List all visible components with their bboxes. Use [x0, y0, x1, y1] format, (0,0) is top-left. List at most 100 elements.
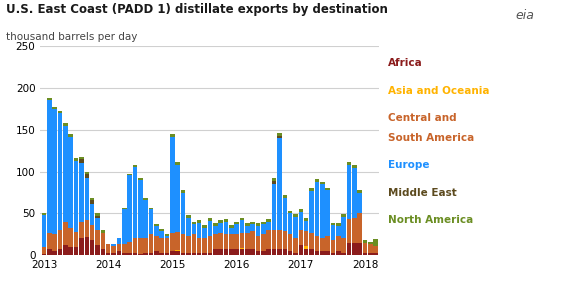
Bar: [191, 253, 196, 255]
Bar: [191, 234, 196, 253]
Bar: [320, 251, 324, 255]
Bar: [347, 162, 351, 165]
Bar: [191, 222, 196, 224]
Bar: [101, 230, 105, 233]
Bar: [277, 230, 282, 249]
Bar: [122, 244, 126, 253]
Bar: [368, 242, 373, 244]
Bar: [149, 253, 154, 255]
Bar: [175, 250, 180, 251]
Bar: [170, 134, 175, 137]
Text: Asia and Oceania: Asia and Oceania: [388, 86, 490, 95]
Bar: [90, 204, 94, 225]
Bar: [138, 253, 143, 255]
Bar: [250, 231, 255, 249]
Bar: [245, 233, 250, 249]
Bar: [42, 253, 46, 255]
Bar: [42, 215, 46, 247]
Bar: [47, 98, 52, 100]
Bar: [154, 224, 159, 226]
Bar: [282, 231, 287, 249]
Bar: [154, 226, 159, 236]
Bar: [202, 238, 207, 253]
Bar: [336, 224, 340, 226]
Text: eia: eia: [516, 9, 535, 22]
Bar: [143, 238, 148, 253]
Bar: [138, 180, 143, 238]
Bar: [342, 253, 346, 255]
Bar: [229, 234, 233, 249]
Bar: [58, 249, 62, 255]
Text: thousand barrels per day: thousand barrels per day: [6, 32, 137, 42]
Bar: [127, 242, 132, 253]
Bar: [74, 232, 78, 247]
Bar: [304, 246, 308, 249]
Bar: [79, 159, 84, 163]
Bar: [309, 233, 314, 249]
Bar: [79, 157, 84, 159]
Bar: [282, 197, 287, 231]
Bar: [58, 111, 62, 113]
Bar: [288, 213, 293, 234]
Bar: [250, 222, 255, 224]
Bar: [117, 251, 121, 255]
Bar: [272, 181, 277, 184]
Bar: [85, 237, 89, 255]
Bar: [42, 247, 46, 253]
Bar: [95, 245, 100, 255]
Bar: [181, 253, 185, 255]
Bar: [197, 253, 201, 255]
Bar: [127, 175, 132, 242]
Bar: [245, 226, 250, 233]
Bar: [117, 238, 121, 244]
Bar: [374, 239, 378, 246]
Bar: [272, 249, 277, 255]
Bar: [101, 233, 105, 249]
Bar: [52, 109, 57, 234]
Text: South America: South America: [388, 133, 474, 143]
Bar: [309, 191, 314, 233]
Bar: [95, 230, 100, 245]
Bar: [315, 251, 319, 255]
Bar: [79, 163, 84, 222]
Bar: [358, 213, 362, 243]
Bar: [277, 249, 282, 255]
Bar: [186, 253, 191, 255]
Bar: [240, 218, 244, 220]
Bar: [112, 253, 116, 255]
Bar: [277, 138, 282, 230]
Bar: [133, 253, 137, 255]
Bar: [282, 249, 287, 255]
Bar: [208, 218, 212, 221]
Bar: [240, 220, 244, 233]
Bar: [68, 247, 73, 255]
Bar: [304, 221, 308, 231]
Bar: [202, 225, 207, 228]
Bar: [298, 230, 303, 245]
Bar: [261, 222, 266, 224]
Bar: [304, 231, 308, 246]
Bar: [85, 172, 89, 174]
Bar: [331, 240, 335, 253]
Bar: [336, 236, 340, 251]
Bar: [229, 225, 233, 228]
Bar: [181, 190, 185, 193]
Bar: [261, 224, 266, 234]
Bar: [325, 236, 330, 251]
Bar: [68, 137, 73, 229]
Bar: [165, 253, 170, 255]
Bar: [342, 238, 346, 253]
Bar: [101, 249, 105, 255]
Bar: [159, 238, 164, 253]
Bar: [74, 158, 78, 161]
Bar: [245, 249, 250, 255]
Bar: [213, 249, 217, 255]
Bar: [186, 215, 191, 218]
Bar: [235, 222, 239, 224]
Bar: [309, 188, 314, 191]
Bar: [224, 234, 228, 249]
Bar: [85, 178, 89, 220]
Bar: [352, 168, 356, 218]
Bar: [202, 253, 207, 255]
Bar: [42, 213, 46, 215]
